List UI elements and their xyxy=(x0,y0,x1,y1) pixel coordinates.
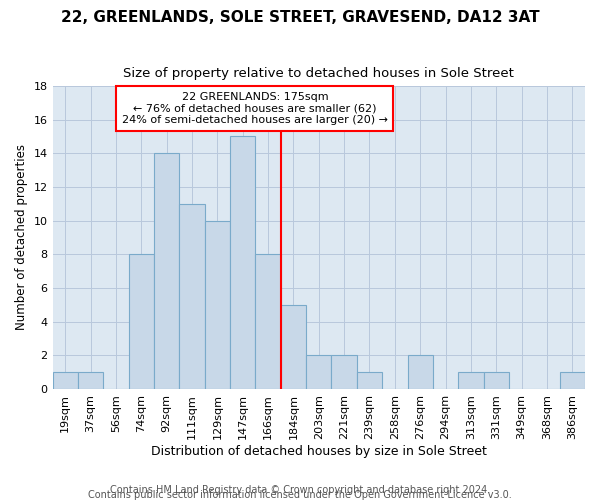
Bar xyxy=(256,254,281,389)
Bar xyxy=(78,372,103,389)
Bar xyxy=(458,372,484,389)
Bar xyxy=(230,136,256,389)
Text: Contains public sector information licensed under the Open Government Licence v3: Contains public sector information licen… xyxy=(88,490,512,500)
Bar xyxy=(205,220,230,389)
Title: Size of property relative to detached houses in Sole Street: Size of property relative to detached ho… xyxy=(124,68,514,80)
Bar xyxy=(407,356,433,389)
Bar xyxy=(484,372,509,389)
Text: 22, GREENLANDS, SOLE STREET, GRAVESEND, DA12 3AT: 22, GREENLANDS, SOLE STREET, GRAVESEND, … xyxy=(61,10,539,25)
Text: 22 GREENLANDS: 175sqm
← 76% of detached houses are smaller (62)
24% of semi-deta: 22 GREENLANDS: 175sqm ← 76% of detached … xyxy=(122,92,388,125)
Bar xyxy=(331,356,357,389)
Bar xyxy=(357,372,382,389)
Bar xyxy=(154,153,179,389)
Bar xyxy=(53,372,78,389)
Text: Contains HM Land Registry data © Crown copyright and database right 2024.: Contains HM Land Registry data © Crown c… xyxy=(110,485,490,495)
Bar xyxy=(306,356,331,389)
Bar xyxy=(179,204,205,389)
X-axis label: Distribution of detached houses by size in Sole Street: Distribution of detached houses by size … xyxy=(151,444,487,458)
Bar xyxy=(560,372,585,389)
Y-axis label: Number of detached properties: Number of detached properties xyxy=(15,144,28,330)
Bar xyxy=(281,305,306,389)
Bar xyxy=(128,254,154,389)
